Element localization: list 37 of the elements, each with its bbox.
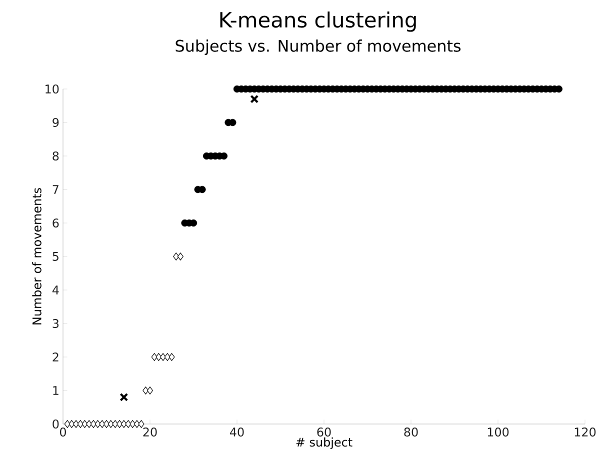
point — [77, 420, 84, 428]
y-tick-label: 2 — [52, 352, 58, 362]
point — [120, 420, 127, 428]
point — [147, 386, 153, 394]
y-tick-label: 7 — [52, 185, 58, 194]
x-tick-label: 120 — [574, 428, 596, 437]
y-tick-label: 1 — [53, 386, 58, 395]
point — [168, 353, 175, 361]
point — [134, 420, 140, 428]
chart-subtitle: Subjects vs. Number of movements — [176, 40, 461, 55]
point — [177, 252, 184, 260]
y-tick-label: 3 — [52, 318, 59, 328]
y-tick-label: 6 — [52, 218, 59, 228]
point — [90, 420, 96, 428]
y-tick-label: 4 — [52, 286, 59, 294]
x-axis-title: # subject — [296, 437, 352, 449]
x-tick-label: 40 — [230, 428, 244, 437]
point — [151, 353, 158, 361]
point — [120, 392, 128, 402]
y-tick-label: 0 — [52, 419, 59, 429]
y-tick-label: 5 — [52, 252, 58, 261]
x-tick-label: 80 — [404, 428, 418, 437]
y-tick-label: 10 — [46, 84, 59, 94]
y-tick-label: 8 — [52, 151, 59, 161]
x-tick-label: 100 — [488, 428, 509, 437]
point — [138, 420, 144, 428]
y-tick-label: 9 — [52, 118, 59, 128]
chart-title: K-means clustering — [220, 12, 416, 32]
point — [104, 420, 110, 428]
point — [164, 353, 170, 361]
point — [64, 420, 70, 428]
point — [250, 94, 259, 104]
point — [108, 420, 114, 428]
x-tick-label: 0 — [60, 428, 66, 437]
y-axis-title: Number of movements — [32, 188, 42, 324]
x-tick-label: 20 — [143, 428, 157, 437]
x-tick-label: 60 — [317, 428, 331, 437]
